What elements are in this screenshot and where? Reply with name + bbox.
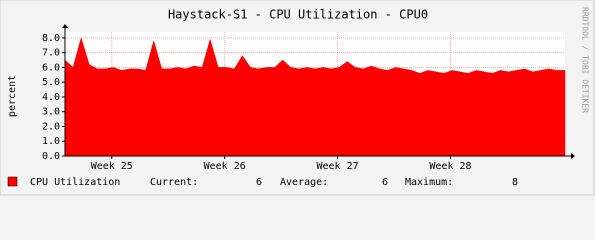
y-axis-label: percent — [7, 75, 18, 117]
y-tick-label: 0.0 — [42, 151, 60, 162]
y-tick-label: 6.0 — [42, 62, 60, 73]
x-tick-label: Week 25 — [91, 161, 133, 172]
area — [64, 37, 566, 157]
x-tick-label: Week 28 — [429, 161, 471, 172]
chart: Haystack-S1 - CPU Utilization - CPU0 per… — [0, 0, 595, 196]
chart-title: Haystack-S1 - CPU Utilization - CPU0 — [168, 8, 428, 22]
legend-stat-label: Average: — [280, 177, 328, 188]
x-tick-label: Week 26 — [204, 161, 246, 172]
legend-stat-value: 8 — [512, 177, 518, 188]
x-tick-label: Week 27 — [317, 161, 359, 172]
y-axis-arrow — [62, 24, 68, 28]
x-axis-arrow — [571, 153, 575, 159]
y-tick-label: 5.0 — [42, 77, 60, 88]
y-tick-label: 4.0 — [42, 92, 60, 103]
y-tick-label: 1.0 — [42, 136, 60, 147]
legend-stat-label: Current: — [150, 177, 198, 188]
legend-stat-value: 6 — [382, 177, 388, 188]
y-tick-label: 7.0 — [42, 48, 60, 59]
y-tick-label: 2.0 — [42, 121, 60, 132]
legend-stat-value: 6 — [256, 177, 262, 188]
watermark: RRDTOOL / TOBI OETIKER — [581, 7, 590, 113]
y-tick-label: 3.0 — [42, 107, 60, 118]
y-tick-label: 8.0 — [42, 33, 60, 44]
legend-swatch — [7, 176, 18, 187]
legend-stat-label: Maximum: — [405, 177, 453, 188]
page: Haystack-S1 - CPU Utilization - CPU0 per… — [0, 0, 595, 196]
legend-label: CPU Utilization — [30, 177, 120, 188]
